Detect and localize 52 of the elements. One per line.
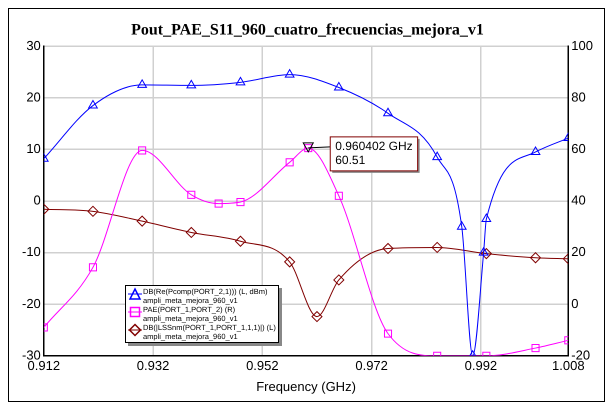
x-tick-label: 0.972 <box>355 358 388 374</box>
x-tick-label: 0.992 <box>464 358 498 374</box>
point <box>456 221 467 230</box>
point <box>530 252 542 264</box>
y2-tick-label: 40 <box>571 192 586 208</box>
point <box>383 108 393 116</box>
y-tick-label: -20 <box>22 296 41 311</box>
y2-tick-label: 100 <box>571 38 594 53</box>
point <box>88 263 97 272</box>
point <box>432 242 443 253</box>
point <box>478 247 488 256</box>
point <box>187 190 196 199</box>
y-tick-label: -10 <box>22 244 41 260</box>
point <box>214 200 223 208</box>
y2-tick-label: 0 <box>571 296 579 311</box>
point <box>311 311 322 322</box>
point <box>432 152 442 160</box>
y2-tick-label: 60 <box>571 140 586 156</box>
point <box>382 242 394 254</box>
y2-tick-label: 20 <box>571 244 586 260</box>
point <box>482 214 492 222</box>
x-tick-label: 0.932 <box>136 358 170 374</box>
point <box>236 76 246 86</box>
x-tick-label: 0.952 <box>246 358 279 374</box>
point <box>138 146 146 154</box>
point <box>87 206 98 217</box>
y-tick-label: 0 <box>34 192 41 208</box>
point <box>530 146 540 155</box>
point <box>137 79 147 88</box>
point <box>186 80 196 88</box>
y-tick-label: 20 <box>26 89 41 104</box>
point <box>333 274 344 286</box>
point <box>236 198 245 206</box>
y2-tick-label: 80 <box>571 89 586 104</box>
point <box>384 330 392 338</box>
point <box>234 236 246 247</box>
point <box>334 82 344 90</box>
point <box>136 216 148 227</box>
y-tick-label: 30 <box>26 38 41 53</box>
y-tick-label: 10 <box>26 140 41 156</box>
annotation: 0.960402 GHz 60.51 <box>335 139 413 168</box>
x-axis-title: Frequency (GHz) <box>256 378 356 394</box>
y-tick-label: -30 <box>22 347 41 362</box>
point <box>334 192 343 200</box>
chart-title: Pout_PAE_S11_960_cuatro_frecuencias_mejora_v1 <box>131 22 484 39</box>
point <box>186 226 197 238</box>
point <box>284 256 296 268</box>
point <box>88 100 98 109</box>
point <box>284 69 294 78</box>
point <box>531 344 540 352</box>
point <box>480 248 492 260</box>
point <box>286 158 294 166</box>
